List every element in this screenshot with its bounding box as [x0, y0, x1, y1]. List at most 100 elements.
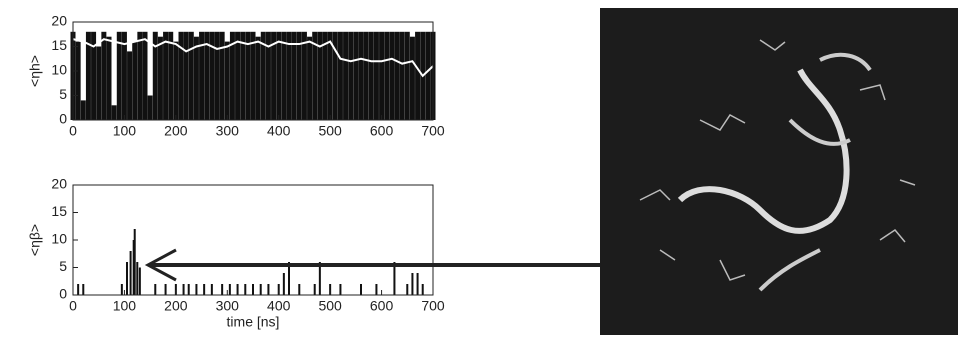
y-axis-label: <ηh> — [27, 55, 43, 87]
bar — [133, 229, 136, 295]
bar — [373, 31, 379, 120]
y-tick-label: 10 — [51, 62, 67, 78]
bar — [121, 31, 127, 120]
bar — [288, 262, 290, 295]
bar — [244, 284, 247, 295]
bar — [111, 105, 117, 120]
x-tick-label: 600 — [370, 123, 394, 139]
bar — [240, 31, 246, 120]
bar — [421, 284, 424, 295]
bar — [379, 31, 385, 120]
bar — [281, 31, 287, 120]
bar — [214, 31, 220, 120]
bar — [96, 46, 102, 120]
bar — [360, 284, 362, 295]
y-tick-label: 5 — [59, 86, 67, 102]
bar — [204, 31, 210, 120]
bar — [298, 284, 301, 295]
bar — [182, 284, 185, 295]
bar — [147, 95, 153, 120]
bar — [282, 273, 285, 295]
bar — [195, 284, 198, 295]
bar — [193, 36, 199, 121]
bar — [224, 41, 230, 120]
bar — [363, 31, 369, 120]
bar — [235, 31, 241, 120]
bar — [199, 31, 205, 120]
bar — [339, 284, 342, 295]
bar — [127, 51, 133, 120]
bar — [271, 31, 277, 120]
bar — [393, 262, 396, 295]
y-tick-label: 20 — [51, 13, 67, 29]
bar — [358, 31, 364, 120]
bar — [129, 251, 132, 295]
bar — [353, 31, 359, 120]
bar — [416, 273, 419, 295]
bar — [332, 31, 338, 120]
bar — [210, 284, 213, 295]
bar — [406, 284, 409, 295]
bar — [329, 284, 332, 295]
bar — [318, 262, 321, 295]
x-tick-label: 0 — [69, 123, 77, 139]
bar — [163, 31, 169, 120]
bar — [322, 31, 328, 120]
bar — [138, 267, 141, 295]
structure-image — [600, 8, 958, 335]
arrow — [144, 248, 600, 282]
bar — [399, 31, 405, 120]
bar — [415, 31, 421, 120]
x-tick-label: 100 — [113, 298, 137, 314]
bar — [411, 273, 414, 295]
bar — [394, 31, 400, 120]
bar — [229, 31, 235, 120]
bar — [136, 262, 139, 295]
x-tick-label: 0 — [69, 298, 77, 314]
x-tick-label: 200 — [164, 123, 188, 139]
bar — [164, 284, 167, 295]
bar — [228, 284, 231, 295]
bar — [277, 284, 280, 295]
x-tick-label: 300 — [216, 123, 240, 139]
bar — [219, 31, 225, 120]
y-tick-label: 20 — [51, 176, 67, 192]
bar — [250, 31, 256, 120]
bar — [389, 31, 395, 120]
bar — [404, 31, 410, 120]
x-tick-label: 700 — [421, 123, 445, 139]
y-tick-label: 15 — [51, 203, 67, 219]
bar — [307, 36, 313, 121]
bar — [157, 36, 163, 121]
bar — [291, 31, 297, 120]
x-tick-label: 400 — [267, 298, 291, 314]
bar — [116, 31, 122, 120]
bar — [301, 31, 307, 120]
bar — [368, 31, 374, 120]
bar — [80, 100, 86, 120]
bar — [255, 36, 261, 121]
bar — [317, 31, 323, 120]
bar — [85, 31, 91, 120]
bar — [252, 284, 254, 295]
bar — [236, 284, 239, 295]
bar — [132, 240, 135, 295]
bar — [77, 284, 80, 295]
bar — [384, 31, 390, 120]
y-axis-label: <ηβ> — [27, 224, 43, 256]
bar — [425, 31, 431, 120]
bar — [203, 284, 206, 295]
y-tick-label: 0 — [59, 111, 67, 127]
bar — [267, 284, 270, 295]
bar — [142, 31, 148, 120]
bar — [221, 284, 224, 295]
bar — [101, 31, 107, 120]
bar — [120, 284, 123, 295]
y-tick-label: 10 — [51, 231, 67, 247]
bar — [312, 31, 318, 120]
bar — [259, 284, 262, 295]
x-tick-label: 400 — [267, 123, 291, 139]
bar — [174, 284, 177, 295]
bar — [137, 31, 143, 120]
